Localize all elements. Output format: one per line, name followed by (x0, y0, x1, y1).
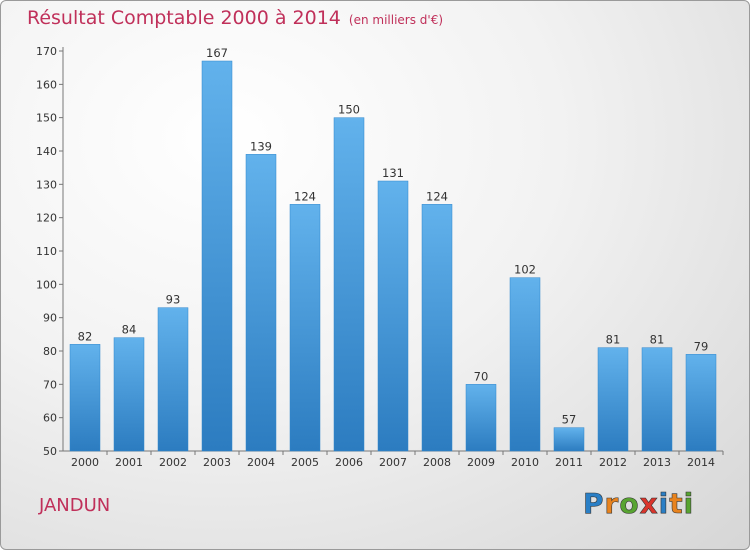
y-tick-label: 150 (36, 112, 57, 125)
bar-value-label: 102 (514, 263, 536, 277)
bar (333, 117, 365, 452)
proxiti-logo: Proxiti (583, 487, 695, 521)
x-tick-label: 2002 (159, 456, 187, 469)
x-tick-label: 2008 (423, 456, 451, 469)
bar (465, 384, 497, 452)
bar (201, 60, 233, 452)
bar-value-label: 81 (606, 333, 621, 347)
bar-value-label: 82 (78, 329, 93, 343)
chart-title: Résultat Comptable 2000 à 2014 (en millie… (27, 7, 443, 29)
y-tick-label: 100 (36, 278, 57, 291)
y-tick-label: 110 (36, 245, 57, 258)
x-tick-label: 2000 (71, 456, 99, 469)
x-tick-label: 2003 (203, 456, 231, 469)
commune-name: JANDUN (39, 495, 111, 516)
bar (289, 204, 321, 452)
x-tick-label: 2010 (511, 456, 539, 469)
bar (685, 354, 717, 452)
y-tick-label: 130 (36, 178, 57, 191)
bar (245, 154, 277, 452)
x-tick-label: 2004 (247, 456, 275, 469)
y-tick-label: 120 (36, 212, 57, 225)
bar (113, 337, 145, 452)
bar-value-label: 84 (122, 323, 137, 337)
bar-value-label: 167 (206, 46, 228, 60)
bar (377, 180, 409, 452)
x-tick-label: 2006 (335, 456, 363, 469)
y-tick-label: 90 (43, 312, 57, 325)
bar-value-label: 131 (382, 166, 404, 180)
bar (69, 344, 101, 452)
bar-value-label: 124 (426, 189, 448, 203)
y-tick-label: 170 (36, 45, 57, 58)
x-tick-label: 2013 (643, 456, 671, 469)
x-tick-label: 2001 (115, 456, 143, 469)
bar-value-label: 93 (166, 293, 181, 307)
chart-unit: (en milliers d'€) (348, 13, 444, 27)
bar-value-label: 139 (250, 139, 272, 153)
bar (597, 347, 629, 452)
y-tick-label: 140 (36, 145, 57, 158)
bar (641, 347, 673, 452)
x-tick-label: 2007 (379, 456, 407, 469)
bar (553, 427, 585, 452)
x-tick-label: 2011 (555, 456, 583, 469)
x-tick-label: 2012 (599, 456, 627, 469)
y-tick-label: 80 (43, 345, 57, 358)
bar (157, 307, 189, 452)
bar-value-label: 124 (294, 189, 316, 203)
bar-value-label: 150 (338, 103, 360, 117)
x-tick-label: 2014 (687, 456, 715, 469)
y-tick-label: 160 (36, 78, 57, 91)
x-tick-label: 2005 (291, 456, 319, 469)
bar-value-label: 81 (650, 333, 665, 347)
x-tick-label: 2009 (467, 456, 495, 469)
bar (509, 277, 541, 452)
bar-value-label: 79 (694, 339, 709, 353)
bar-value-label: 70 (474, 369, 489, 383)
y-tick-label: 70 (43, 378, 57, 391)
bar-value-label: 57 (562, 413, 577, 427)
bar (421, 204, 453, 452)
y-tick-label: 60 (43, 412, 57, 425)
chart-title-text: Résultat Comptable 2000 à 2014 (27, 7, 341, 29)
y-tick-label: 50 (43, 445, 57, 458)
